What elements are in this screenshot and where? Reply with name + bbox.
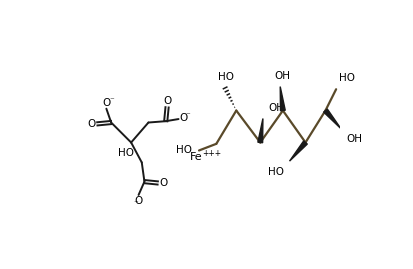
Text: ⁻: ⁻: [109, 96, 114, 105]
Text: O: O: [102, 98, 110, 108]
Text: HO: HO: [338, 73, 354, 83]
Text: ⁻: ⁻: [185, 111, 190, 120]
Polygon shape: [280, 87, 285, 111]
Text: Fe: Fe: [189, 152, 202, 162]
Text: O: O: [163, 97, 171, 107]
Polygon shape: [257, 119, 262, 143]
Polygon shape: [289, 141, 306, 161]
Polygon shape: [323, 109, 340, 129]
Text: OH: OH: [345, 134, 361, 144]
Text: O: O: [134, 196, 142, 206]
Text: O: O: [87, 119, 95, 129]
Text: ⁻: ⁻: [133, 199, 138, 208]
Text: O: O: [159, 178, 167, 188]
Text: +++: +++: [202, 149, 221, 158]
Text: HO: HO: [176, 146, 192, 155]
Text: HO: HO: [217, 72, 233, 82]
Text: HO: HO: [268, 167, 283, 177]
Text: OH: OH: [274, 71, 290, 81]
Text: HO: HO: [118, 148, 134, 158]
Text: OH: OH: [268, 103, 284, 113]
Text: O: O: [179, 113, 188, 123]
